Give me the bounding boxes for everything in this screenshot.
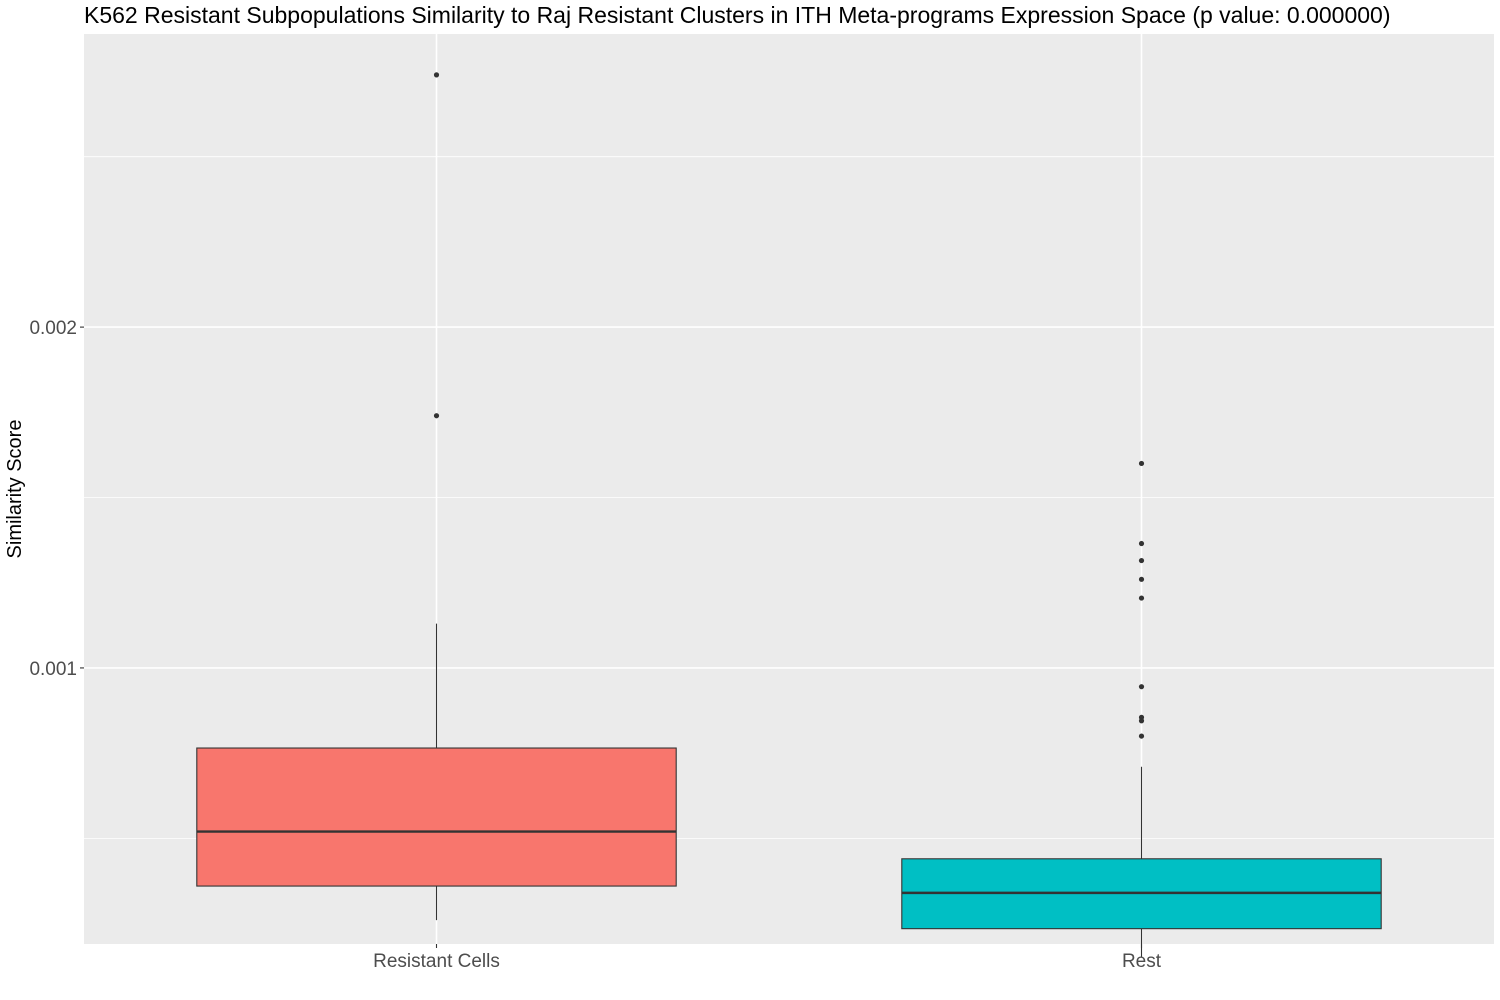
- x-axis: Resistant Cells Rest: [373, 944, 1162, 972]
- outlier-point: [1138, 576, 1145, 582]
- outlier-point: [1138, 684, 1145, 690]
- outlier-point: [1138, 595, 1145, 601]
- outlier-point: [1138, 733, 1145, 739]
- y-tick-label: 0.001: [29, 659, 77, 680]
- outlier-point: [433, 72, 440, 78]
- outlier-point: [1138, 718, 1145, 724]
- y-axis-title: Similarity Score: [4, 420, 26, 559]
- chart-title: K562 Resistant Subpopulations Similarity…: [84, 2, 1391, 28]
- box-layer: [196, 72, 1382, 958]
- y-axis: 0.001 0.002: [29, 318, 84, 680]
- iqr-box: [196, 747, 677, 887]
- outlier-point: [1138, 460, 1145, 467]
- outlier-point: [1138, 540, 1145, 547]
- outlier-point: [1138, 557, 1145, 564]
- outlier-point: [433, 413, 440, 419]
- x-tick-label: Rest: [1122, 951, 1162, 972]
- y-tick-label: 0.002: [29, 318, 77, 339]
- x-tick-label: Resistant Cells: [373, 951, 500, 972]
- box-resistant-cells: [196, 72, 677, 921]
- box-rest: [901, 460, 1382, 958]
